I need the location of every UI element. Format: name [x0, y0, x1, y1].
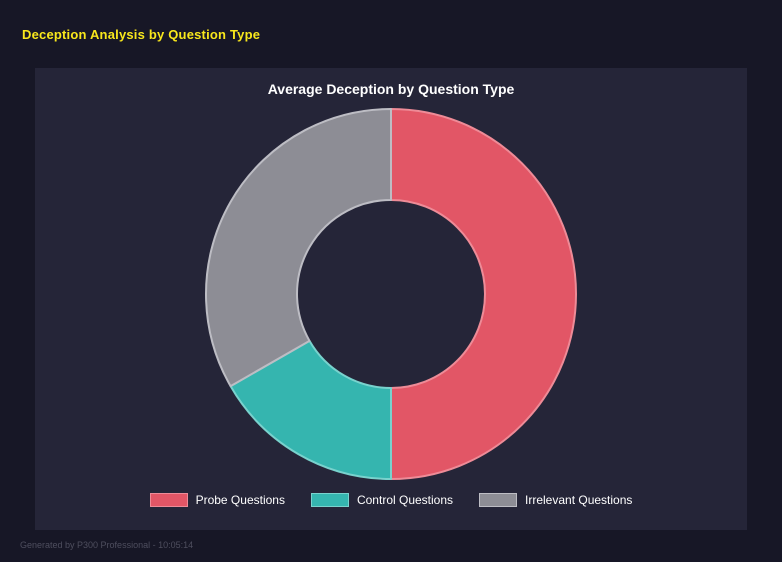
chart-legend: Probe Questions Control Questions Irreleva…: [149, 493, 632, 507]
donut-chart: [202, 105, 580, 483]
donut-segment-probe-questions[interactable]: [390, 108, 577, 480]
legend-item-control-questions[interactable]: Control Questions: [310, 493, 454, 507]
donut-svg: [205, 108, 577, 480]
donut-segment-irrelevant-questions[interactable]: [205, 108, 392, 388]
chart-panel: Average Deception by Question Type Probe…: [35, 68, 747, 530]
legend-label: Irrelevant Questions: [525, 493, 633, 507]
chart-title: Average Deception by Question Type: [267, 81, 515, 97]
donut-segment-control-questions[interactable]: [229, 339, 392, 480]
legend-label: Control Questions: [356, 493, 454, 507]
legend-swatch: [149, 493, 188, 507]
legend-item-probe-questions[interactable]: Probe Questions: [149, 493, 285, 507]
legend-swatch: [310, 493, 349, 507]
footer-text: Generated by P300 Professional - 10:05:1…: [20, 540, 194, 550]
legend-item-irrelevant-questions[interactable]: Irrelevant Questions: [479, 493, 632, 507]
legend-label: Probe Questions: [195, 493, 285, 507]
legend-swatch: [479, 493, 518, 507]
page-title: Deception Analysis by Question Type: [22, 27, 261, 42]
